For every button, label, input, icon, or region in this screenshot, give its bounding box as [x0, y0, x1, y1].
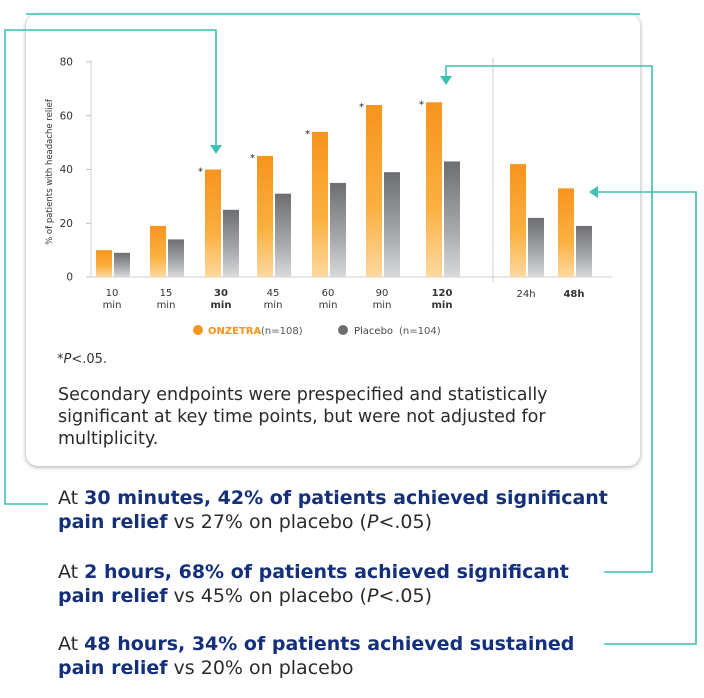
- bar-placebo: [576, 225, 592, 277]
- bar-placebo: [275, 193, 291, 277]
- x-tick-unit: min: [157, 300, 176, 311]
- x-tick-unit: min: [264, 300, 283, 311]
- x-tick-unit: min: [373, 300, 392, 311]
- bar-onzetra: [257, 156, 273, 277]
- y-tick-label: 20: [60, 218, 73, 230]
- legend-n-placebo: (n=104): [399, 326, 441, 337]
- legend-label-placebo: Placebo: [354, 326, 393, 337]
- bar-onzetra: [510, 164, 526, 277]
- significance-marker: *: [198, 167, 203, 178]
- x-tick-label: 45: [267, 288, 280, 299]
- significance-marker: *: [419, 99, 424, 110]
- callout-30-minutes: At 30 minutes, 42% of patients achieved …: [58, 487, 608, 533]
- bar-placebo: [444, 161, 460, 277]
- legend-label-onzetra: ONZETRA: [208, 326, 261, 337]
- significance-marker: *: [305, 129, 310, 140]
- bar-placebo: [168, 239, 184, 277]
- x-tick-label: 30: [214, 288, 228, 299]
- bar-placebo: [223, 209, 239, 277]
- y-tick-label: 40: [60, 164, 73, 176]
- y-tick-label: 80: [60, 57, 73, 69]
- bar-placebo: [330, 182, 346, 277]
- bar-chart: 0 20 40 60 80 % of patients with headache rel…: [45, 57, 612, 337]
- bar-placebo: [114, 252, 130, 277]
- arrowhead-30-minutes-icon: [210, 145, 222, 154]
- legend-swatch-onzetra: [193, 325, 203, 335]
- legend-swatch-placebo: [338, 325, 348, 335]
- x-tick-label: 60: [322, 288, 335, 299]
- connector-30-minutes: [4, 29, 217, 505]
- arrowhead-48-hours-icon: [589, 186, 598, 198]
- y-axis-label: % of patients with headache relief: [45, 98, 55, 245]
- x-tick-unit: min: [319, 300, 338, 311]
- bar-onzetra: [150, 225, 166, 277]
- bar-onzetra: [558, 188, 574, 277]
- x-tick-unit: min: [432, 300, 453, 311]
- bar-onzetra: [205, 169, 221, 277]
- significance-marker: *: [359, 102, 364, 113]
- arrowhead-2-hours-icon: [440, 76, 452, 85]
- bar-placebo: [528, 217, 544, 277]
- x-tick-label: 48h: [563, 289, 584, 300]
- x-tick-label: 120: [432, 288, 453, 299]
- x-tick-label: 10: [106, 288, 119, 299]
- x-tick-unit: min: [211, 300, 232, 311]
- x-tick-label: 15: [160, 288, 173, 299]
- endpoints-note: Secondary endpoints were prespecified an…: [58, 385, 548, 449]
- connector-48-hours: [596, 191, 697, 645]
- significance-marker: *: [250, 153, 255, 164]
- y-tick-label: 0: [66, 272, 73, 284]
- bar-onzetra: [366, 105, 382, 277]
- bar-placebo: [384, 172, 400, 277]
- bar-onzetra: [96, 250, 112, 277]
- x-tick-unit: min: [103, 300, 122, 311]
- x-tick-label: 90: [376, 288, 389, 299]
- callout-48-hours: At 48 hours, 34% of patients achieved su…: [58, 633, 575, 679]
- bar-onzetra: [312, 131, 328, 277]
- x-tick-label: 24h: [516, 289, 535, 300]
- y-tick-label: 60: [60, 110, 73, 122]
- legend-n-onzetra: (n=108): [261, 326, 303, 337]
- bar-onzetra: [426, 102, 442, 277]
- callout-2-hours: At 2 hours, 68% of patients achieved sig…: [58, 561, 569, 607]
- significance-footnote: *P<.05.: [57, 352, 108, 367]
- connector-2-hours: [445, 65, 653, 573]
